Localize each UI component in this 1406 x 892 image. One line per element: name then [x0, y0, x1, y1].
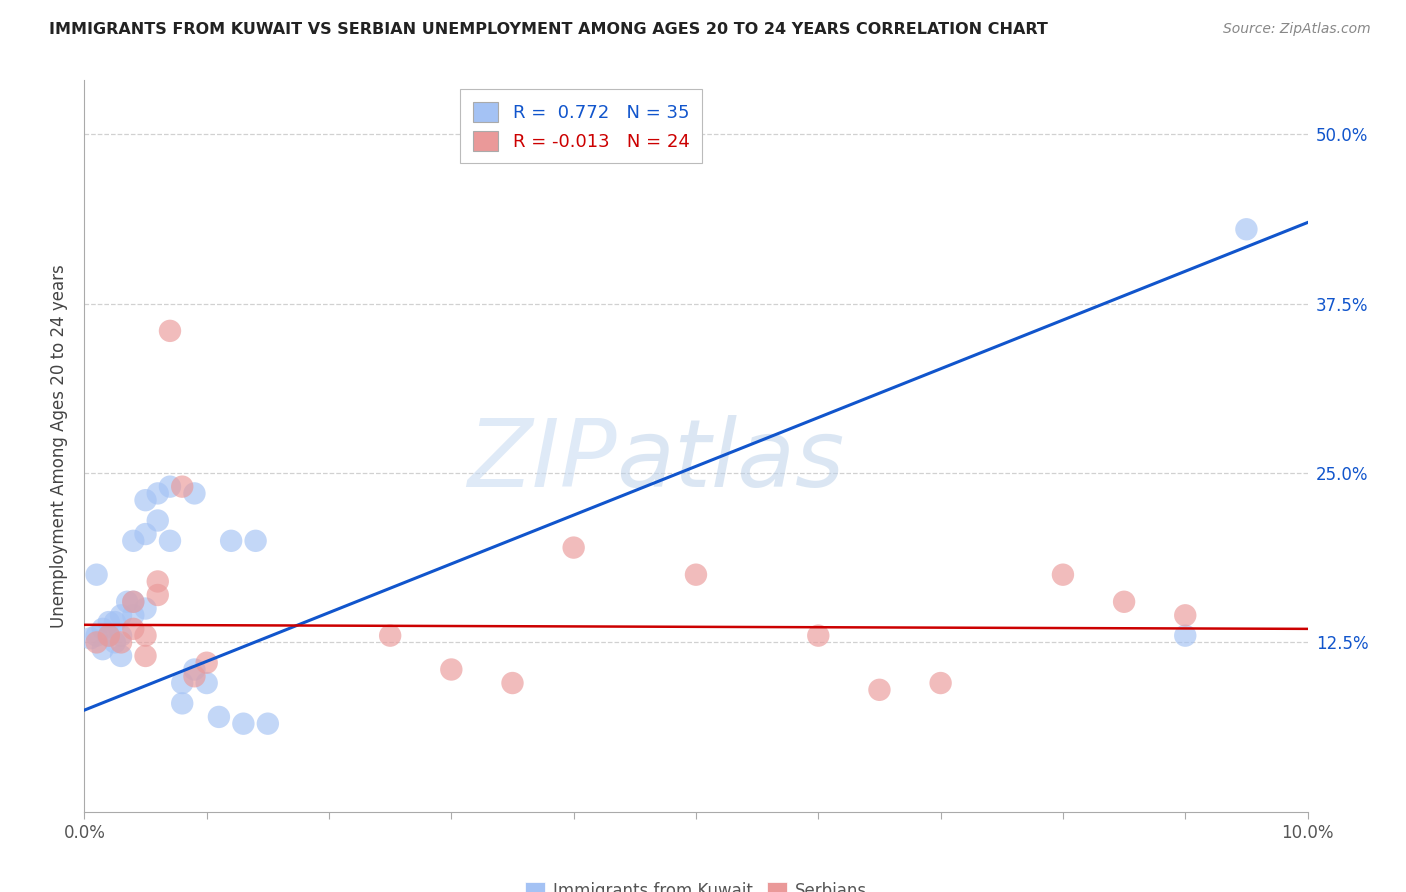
Point: [104, 635, 127, 649]
Point: [1174, 608, 1197, 623]
Point: [146, 574, 169, 589]
Point: [122, 622, 145, 636]
Point: [685, 567, 707, 582]
Point: [110, 648, 132, 663]
Point: [122, 608, 145, 623]
Point: [146, 486, 169, 500]
Point: [110, 635, 132, 649]
Point: [232, 716, 254, 731]
Point: [146, 588, 169, 602]
Point: [172, 676, 194, 690]
Point: [159, 324, 181, 338]
Text: IMMIGRANTS FROM KUWAIT VS SERBIAN UNEMPLOYMENT AMONG AGES 20 TO 24 YEARS CORRELA: IMMIGRANTS FROM KUWAIT VS SERBIAN UNEMPL…: [49, 22, 1047, 37]
Point: [79, 632, 101, 646]
Point: [86, 629, 108, 643]
Point: [245, 533, 267, 548]
Point: [86, 567, 108, 582]
Point: [195, 676, 218, 690]
Point: [86, 635, 108, 649]
Point: [172, 480, 194, 494]
Point: [183, 486, 205, 500]
Point: [562, 541, 585, 555]
Point: [91, 622, 114, 636]
Point: [146, 514, 169, 528]
Y-axis label: Unemployment Among Ages 20 to 24 years: Unemployment Among Ages 20 to 24 years: [51, 264, 69, 628]
Point: [110, 608, 132, 623]
Point: [219, 533, 242, 548]
Point: [122, 595, 145, 609]
Text: ZIP: ZIP: [467, 415, 616, 506]
Point: [502, 676, 524, 690]
Point: [1114, 595, 1136, 609]
Point: [1174, 629, 1197, 643]
Point: [380, 629, 402, 643]
Point: [929, 676, 952, 690]
Text: atlas: atlas: [616, 415, 845, 506]
Point: [97, 629, 120, 643]
Point: [208, 710, 231, 724]
Point: [122, 533, 145, 548]
Text: Source: ZipAtlas.com: Source: ZipAtlas.com: [1223, 22, 1371, 37]
Point: [135, 493, 157, 508]
Point: [97, 629, 120, 643]
Point: [159, 480, 181, 494]
Point: [195, 656, 218, 670]
Point: [97, 615, 120, 629]
Point: [183, 663, 205, 677]
Point: [115, 595, 138, 609]
Point: [159, 533, 181, 548]
Point: [257, 716, 280, 731]
Point: [183, 669, 205, 683]
Point: [135, 648, 157, 663]
Point: [807, 629, 830, 643]
Point: [104, 615, 127, 629]
Point: [869, 682, 891, 697]
Point: [135, 601, 157, 615]
Legend: Immigrants from Kuwait, Serbians: Immigrants from Kuwait, Serbians: [519, 875, 873, 892]
Point: [1052, 567, 1074, 582]
Point: [135, 629, 157, 643]
Point: [440, 663, 463, 677]
Point: [172, 697, 194, 711]
Point: [122, 595, 145, 609]
Point: [110, 629, 132, 643]
Point: [135, 527, 157, 541]
Point: [1236, 222, 1258, 236]
Point: [91, 642, 114, 657]
